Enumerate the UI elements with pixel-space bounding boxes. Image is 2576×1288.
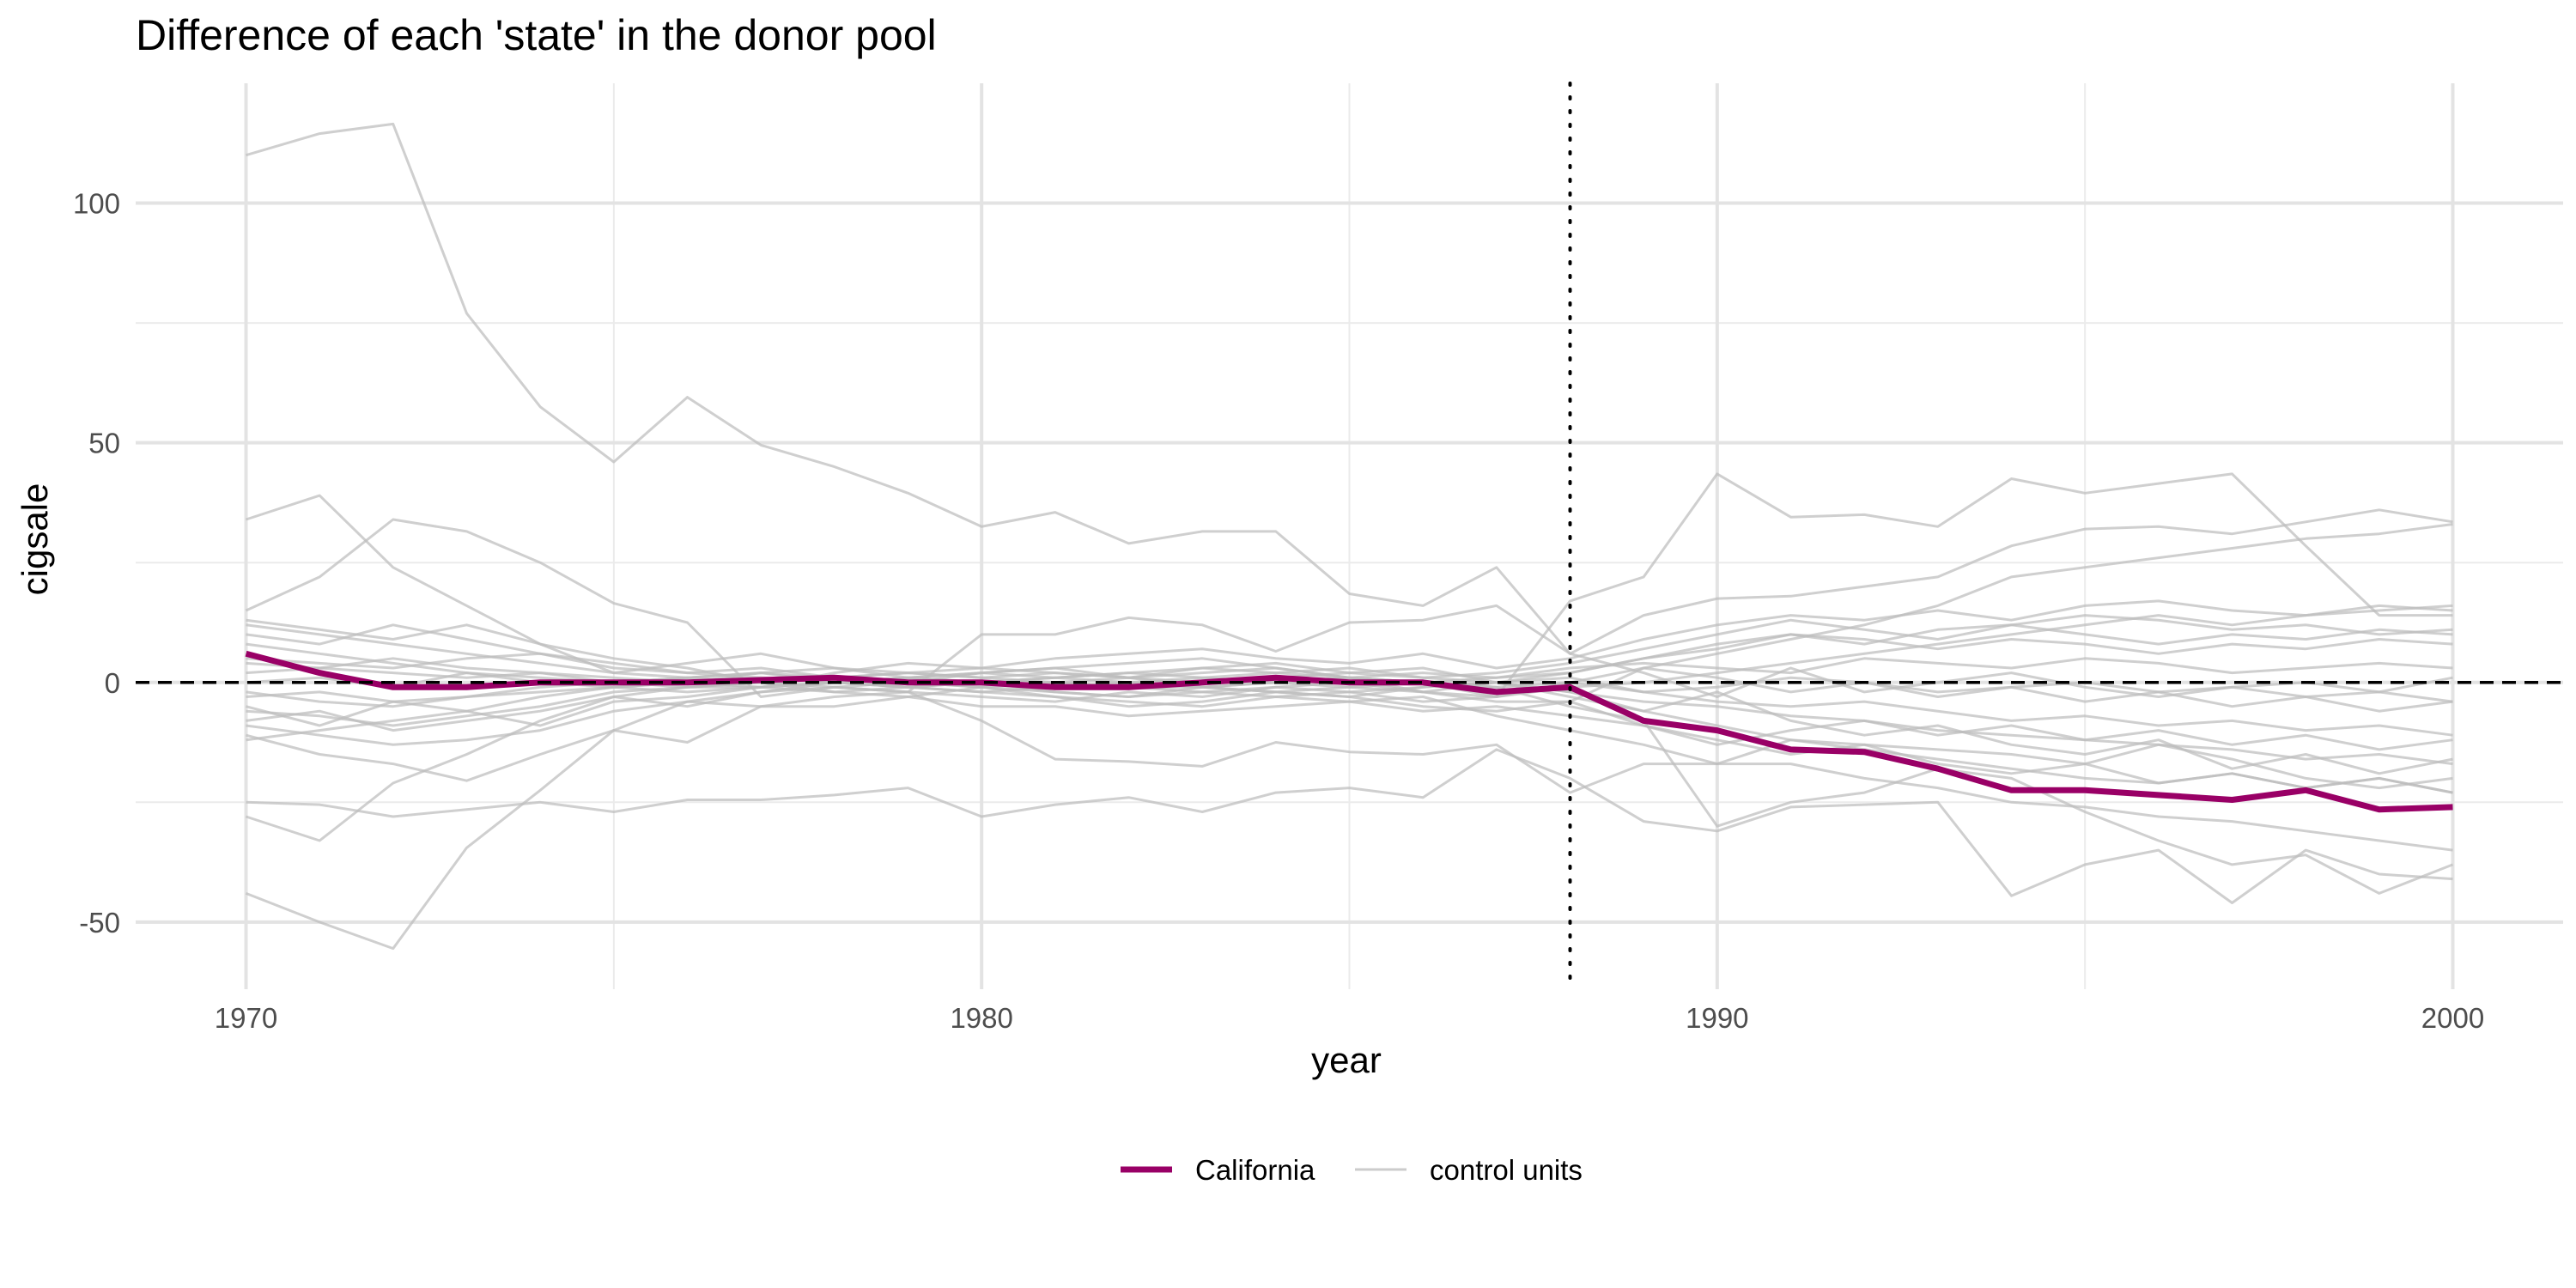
y-tick-labels: -50 0 50 100 — [73, 188, 120, 939]
control-unit-lines — [245, 122, 2454, 951]
control-unit-line-21 — [246, 623, 2453, 794]
y-tick-label: 100 — [73, 188, 120, 220]
y-tick-label: -50 — [79, 907, 120, 939]
y-tick-label: 50 — [88, 428, 120, 459]
control-unit-line-18 — [246, 652, 2453, 751]
control-unit-line-1 — [246, 122, 2453, 698]
y-axis-title: cigsale — [15, 483, 55, 596]
control-unit-line-5 — [246, 748, 2453, 904]
x-tick-label: 1970 — [215, 1002, 277, 1034]
legend: California control units — [1121, 1154, 1583, 1186]
control-unit-line-17 — [246, 599, 2453, 742]
legend-label-california: California — [1195, 1154, 1315, 1186]
x-tick-label: 2000 — [2421, 1002, 2484, 1034]
control-unit-line-3 — [245, 508, 2453, 698]
legend-label-control-units: control units — [1430, 1154, 1583, 1186]
control-unit-line-12 — [246, 657, 2453, 794]
x-tick-label: 1990 — [1686, 1002, 1748, 1034]
x-tick-label: 1980 — [950, 1002, 1012, 1034]
reference-lines — [136, 82, 2563, 991]
chart-title: Difference of each 'state' in the donor … — [136, 11, 937, 59]
x-axis-title: year — [1311, 1040, 1382, 1080]
control-unit-line-19 — [246, 666, 2453, 727]
x-tick-labels: 1970 1980 1990 2000 — [215, 1002, 2484, 1034]
y-tick-label: 0 — [105, 667, 120, 699]
